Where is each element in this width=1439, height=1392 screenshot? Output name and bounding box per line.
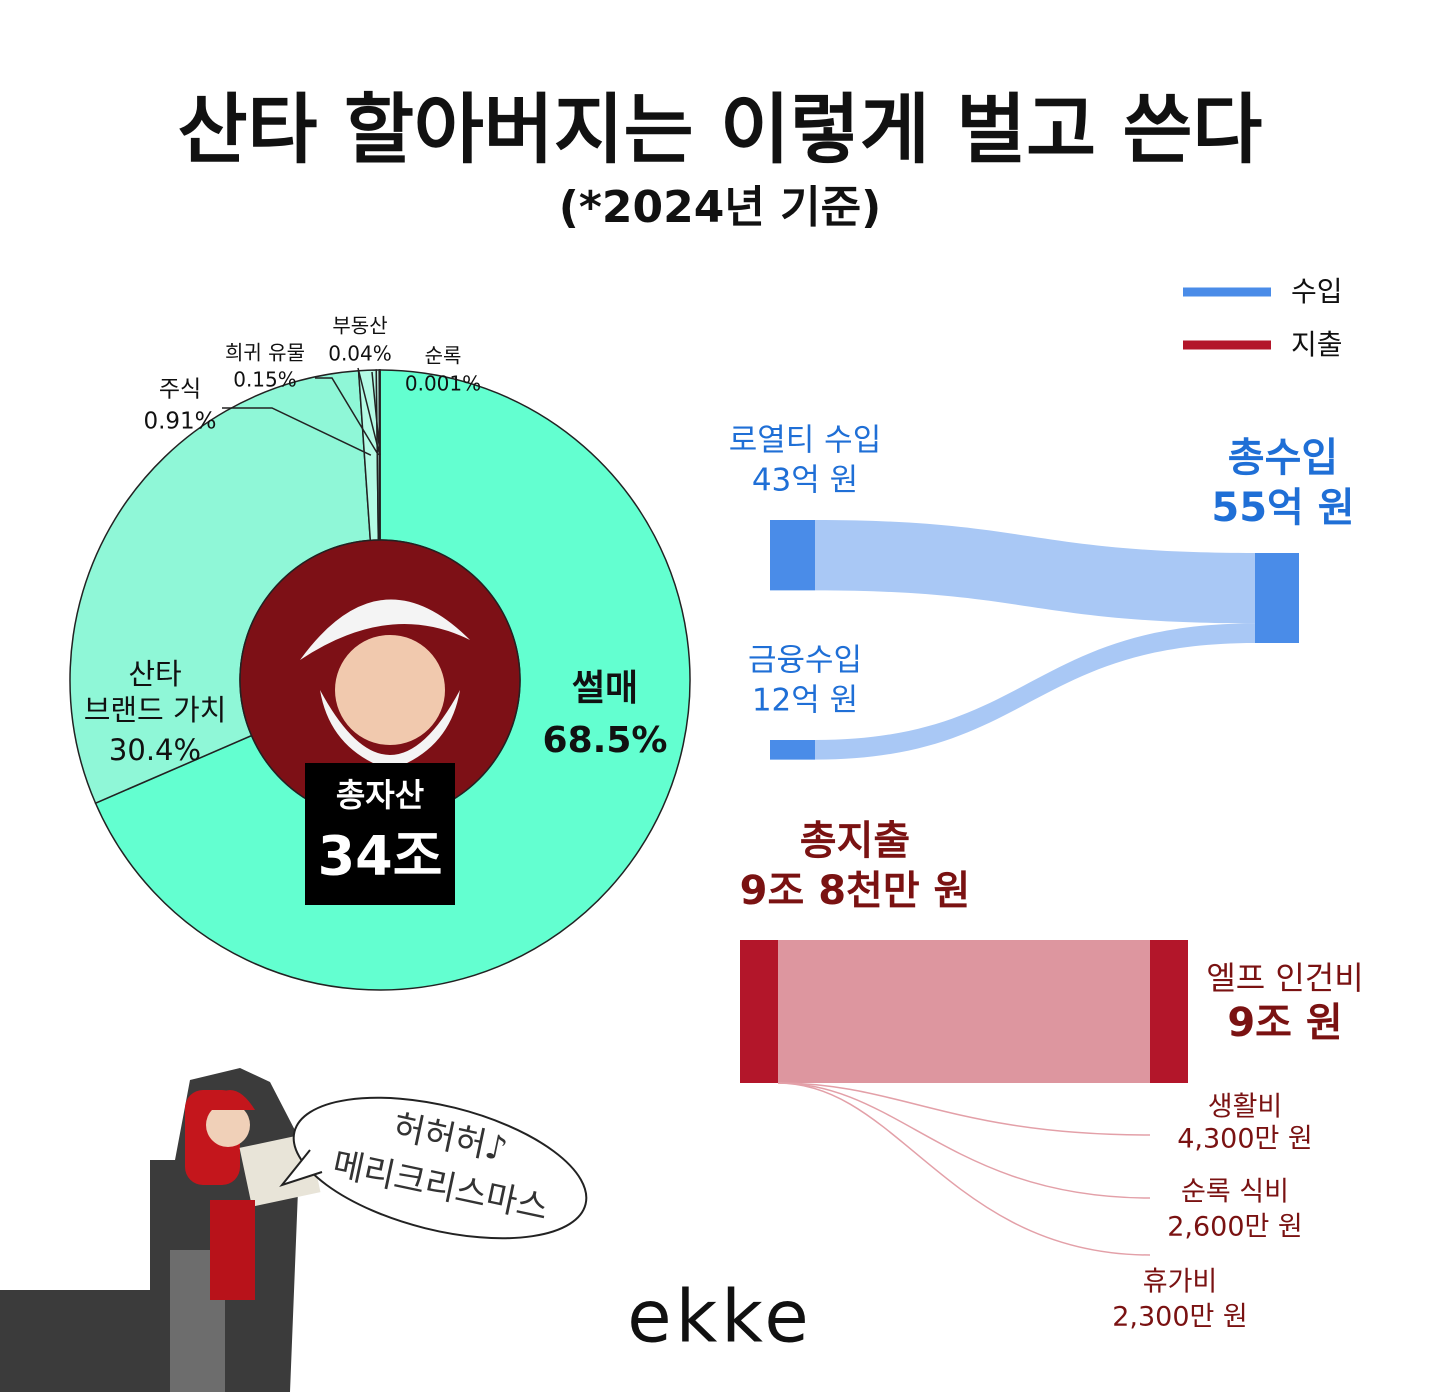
node-label: 총지출: [800, 818, 910, 864]
node-value-label: 2,600만 원: [1167, 1212, 1303, 1243]
flow-node: [740, 940, 778, 1083]
node-value-label: 43억 원: [752, 463, 858, 499]
legend-label: 수입: [1291, 275, 1343, 308]
slice-value-label: 68.5%: [543, 720, 668, 761]
slice-label: 순록: [425, 344, 462, 368]
node-label: 총수입: [1228, 435, 1338, 481]
node-value-label: 9조 8천만 원: [740, 868, 971, 914]
speech-bubble: [279, 1096, 588, 1240]
center-title: 총자산: [336, 776, 424, 814]
node-label: 순록 식비: [1181, 1177, 1289, 1208]
node-value-label: 12억 원: [752, 683, 858, 719]
leader-line: [222, 407, 372, 456]
subtitle: (*2024년 기준): [559, 182, 881, 233]
flow-node: [770, 740, 815, 760]
santa-beard: [320, 690, 460, 770]
flow-link: [815, 520, 1255, 624]
santa-chimney-photo: [0, 1068, 321, 1392]
flow-link: [777, 1082, 1151, 1199]
node-label: 엘프 인건비: [1206, 959, 1363, 997]
slice-label: 부동산: [332, 314, 387, 338]
slice-value-label: 0.91%: [143, 409, 216, 435]
node-label: 휴가비: [1143, 1267, 1218, 1298]
node-label: 생활비: [1208, 1092, 1283, 1123]
slice-label-line: 브랜드 가치: [84, 693, 227, 727]
node-label: 로열티 수입: [729, 423, 881, 459]
slice-value-label: 30.4%: [109, 733, 201, 767]
center-box: [305, 763, 455, 905]
leader-line: [371, 371, 381, 456]
logo: ekke: [627, 1275, 812, 1359]
slice-label: 주식: [159, 377, 201, 403]
slice-value-label: 0.15%: [233, 368, 297, 392]
slice-label: 산타 브랜드 가치: [84, 657, 227, 727]
node-value-label: 55억 원: [1211, 485, 1354, 531]
node-value-label: 4,300만 원: [1177, 1124, 1313, 1155]
slice-value-label: 0.04%: [328, 342, 392, 366]
flow-node: [1150, 940, 1188, 1083]
santa-hat: [300, 599, 470, 660]
santa-face: [335, 635, 445, 745]
flow-link: [777, 1082, 1151, 1136]
flow-node: [770, 520, 815, 591]
node-value-label: 9조 원: [1227, 1000, 1342, 1046]
slice-value-label: 0.001%: [405, 372, 481, 396]
slice-label-line: 산타: [128, 657, 181, 691]
flow-link: [778, 940, 1150, 1083]
flow-link: [777, 1082, 1151, 1256]
center-value: 34조: [318, 825, 443, 888]
title: 산타 할아버지는 이렇게 벌고 쓴다: [178, 85, 1263, 174]
slice-label: 희귀 유물: [225, 341, 305, 365]
legend-label: 지출: [1291, 328, 1343, 361]
flow-node: [1255, 553, 1299, 643]
flow-link: [815, 623, 1255, 760]
node-label: 금융수입: [748, 643, 862, 679]
leader-line: [315, 377, 380, 456]
node-value-label: 2,300만 원: [1112, 1302, 1248, 1333]
leader-line: [357, 367, 381, 456]
slice-label: 썰매: [572, 668, 638, 709]
